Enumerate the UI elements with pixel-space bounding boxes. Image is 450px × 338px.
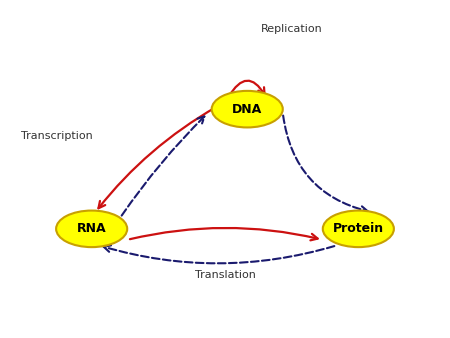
- Ellipse shape: [212, 91, 283, 127]
- Text: Replication: Replication: [261, 24, 322, 34]
- Ellipse shape: [323, 211, 394, 247]
- Text: DNA: DNA: [232, 103, 262, 116]
- Text: Translation: Translation: [194, 270, 256, 281]
- Text: Protein: Protein: [333, 222, 384, 235]
- Text: RNA: RNA: [77, 222, 107, 235]
- Text: Transcription: Transcription: [21, 131, 92, 141]
- Ellipse shape: [56, 211, 127, 247]
